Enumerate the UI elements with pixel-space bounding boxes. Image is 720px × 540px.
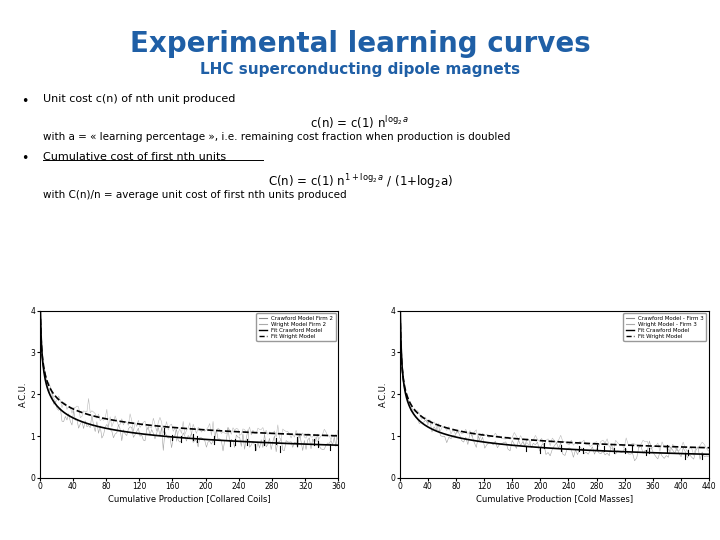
- Text: LHC superconducting dipole magnets: LHC superconducting dipole magnets: [200, 62, 520, 77]
- Text: with C(n)/n = average unit cost of first nth units produced: with C(n)/n = average unit cost of first…: [43, 190, 347, 200]
- Text: Anders Unnervik and Lucio Rossi: Anders Unnervik and Lucio Rossi: [275, 511, 445, 521]
- Text: •: •: [22, 152, 29, 165]
- Y-axis label: A.C.U.: A.C.U.: [19, 381, 28, 407]
- Text: with a = « learning percentage », i.e. remaining cost fraction when production i: with a = « learning percentage », i.e. r…: [43, 132, 510, 143]
- Text: c(n) = c(1) n$^{\log_2 a}$: c(n) = c(1) n$^{\log_2 a}$: [310, 114, 410, 131]
- Y-axis label: A.C.U.: A.C.U.: [379, 381, 388, 407]
- Text: •: •: [22, 94, 29, 107]
- Text: Unit cost c(n) of nth unit produced: Unit cost c(n) of nth unit produced: [43, 94, 235, 105]
- Text: 10: 10: [688, 511, 702, 521]
- Legend: Crawford Model - Firm 3, Wright Model - Firm 3, Fit Crawford Model, Fit Wright M: Crawford Model - Firm 3, Wright Model - …: [624, 313, 706, 341]
- Legend: Crawford Model Firm 2, Wright Model Firm 2, Fit Crawford Model, Fit Wright Model: Crawford Model Firm 2, Wright Model Firm…: [256, 313, 336, 341]
- X-axis label: Cumulative Production [Cold Masses]: Cumulative Production [Cold Masses]: [476, 494, 633, 503]
- Text: C(n) = c(1) n$^{1+\log_2 a}$ / (1+log$_2$a): C(n) = c(1) n$^{1+\log_2 a}$ / (1+log$_2…: [268, 172, 452, 191]
- Text: Experimental learning curves: Experimental learning curves: [130, 30, 590, 58]
- Text: CERN: CERN: [19, 513, 36, 518]
- Text: Cumulative cost of first nth units: Cumulative cost of first nth units: [43, 152, 226, 163]
- X-axis label: Cumulative Production [Collared Coils]: Cumulative Production [Collared Coils]: [108, 494, 270, 503]
